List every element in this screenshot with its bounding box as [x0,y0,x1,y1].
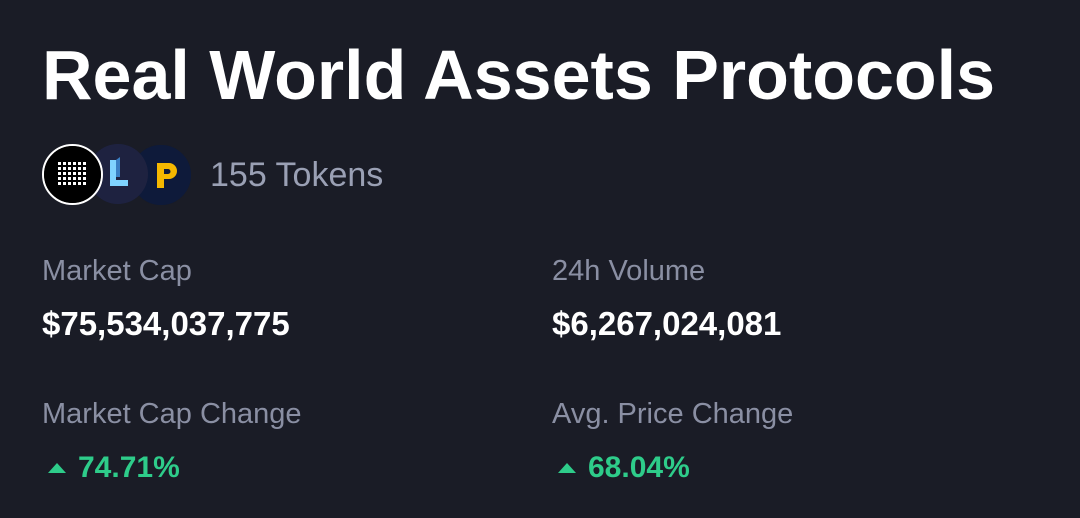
triangle-up-icon [48,463,66,473]
token-avatar-stack[interactable] [42,144,192,206]
stat-label: Market Cap Change [42,398,302,430]
token-summary[interactable]: 155 Tokens [42,144,383,206]
stat-value: $6,267,024,081 [552,305,782,342]
stat-24h-volume: 24h Volume $6,267,024,081 [552,253,781,345]
stat-label: 24h Volume [552,255,706,287]
page-title: Real World Assets Protocols [42,36,996,114]
p-logo-icon [130,144,192,206]
l-logo-icon [88,144,148,204]
stat-change: 74.71% [42,448,302,488]
stat-value: $75,534,037,775 [42,305,290,342]
change-value: 68.04% [588,451,690,484]
stat-market-cap: Market Cap $75,534,037,775 [42,253,290,345]
grid-logo-icon [42,144,103,205]
stat-label: Market Cap [42,255,192,287]
stat-avg-price-change: Avg. Price Change 68.04% [552,396,793,488]
change-value: 74.71% [78,451,180,484]
stat-change: 68.04% [552,448,793,488]
stat-market-cap-change: Market Cap Change 74.71% [42,396,302,488]
token-count[interactable]: 155 Tokens [210,156,384,194]
triangle-up-icon [558,463,576,473]
stat-label: Avg. Price Change [552,398,794,430]
